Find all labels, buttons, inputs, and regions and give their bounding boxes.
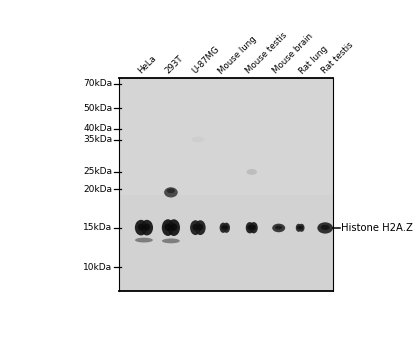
- Ellipse shape: [300, 226, 303, 229]
- Ellipse shape: [251, 225, 256, 230]
- Text: 20kDa: 20kDa: [83, 185, 112, 194]
- Ellipse shape: [190, 220, 201, 235]
- Text: Mouse brain: Mouse brain: [271, 32, 315, 76]
- Text: 10kDa: 10kDa: [83, 262, 112, 272]
- Ellipse shape: [297, 226, 300, 229]
- Ellipse shape: [250, 222, 258, 233]
- Ellipse shape: [195, 220, 206, 235]
- Ellipse shape: [192, 224, 198, 231]
- Ellipse shape: [143, 224, 150, 231]
- Text: Mouse lung: Mouse lung: [217, 34, 259, 76]
- Text: Histone H2A.Z: Histone H2A.Z: [341, 223, 413, 233]
- Ellipse shape: [275, 226, 282, 230]
- Text: 25kDa: 25kDa: [83, 167, 112, 176]
- Ellipse shape: [246, 169, 257, 175]
- Ellipse shape: [165, 223, 171, 231]
- Ellipse shape: [246, 222, 254, 233]
- Ellipse shape: [137, 224, 145, 231]
- Bar: [119, 78, 333, 291]
- Ellipse shape: [299, 224, 305, 232]
- Ellipse shape: [225, 225, 228, 230]
- Ellipse shape: [171, 223, 177, 231]
- Ellipse shape: [141, 220, 153, 236]
- Text: HeLa: HeLa: [136, 54, 158, 76]
- Ellipse shape: [321, 225, 329, 230]
- Ellipse shape: [248, 225, 252, 230]
- Ellipse shape: [296, 224, 302, 232]
- Ellipse shape: [162, 238, 180, 243]
- Text: 35kDa: 35kDa: [83, 135, 112, 144]
- Ellipse shape: [220, 223, 227, 233]
- Ellipse shape: [164, 187, 178, 197]
- Ellipse shape: [167, 188, 175, 193]
- Ellipse shape: [223, 223, 230, 233]
- Ellipse shape: [162, 219, 174, 236]
- Ellipse shape: [168, 219, 180, 236]
- Text: Rat testis: Rat testis: [320, 41, 355, 76]
- Text: 50kDa: 50kDa: [83, 104, 112, 113]
- Ellipse shape: [197, 224, 203, 231]
- Text: 15kDa: 15kDa: [83, 223, 112, 232]
- Ellipse shape: [221, 225, 225, 230]
- Ellipse shape: [191, 136, 204, 142]
- Text: U-87MG: U-87MG: [190, 45, 221, 76]
- Text: 40kDa: 40kDa: [83, 124, 112, 133]
- Text: Rat lung: Rat lung: [297, 44, 329, 76]
- Ellipse shape: [135, 220, 147, 236]
- Text: 293T: 293T: [163, 54, 184, 76]
- Ellipse shape: [317, 222, 333, 233]
- Text: 70kDa: 70kDa: [83, 79, 112, 88]
- Text: Mouse testis: Mouse testis: [244, 31, 289, 76]
- Ellipse shape: [272, 224, 285, 232]
- Bar: [119, 78, 333, 196]
- Ellipse shape: [135, 238, 153, 243]
